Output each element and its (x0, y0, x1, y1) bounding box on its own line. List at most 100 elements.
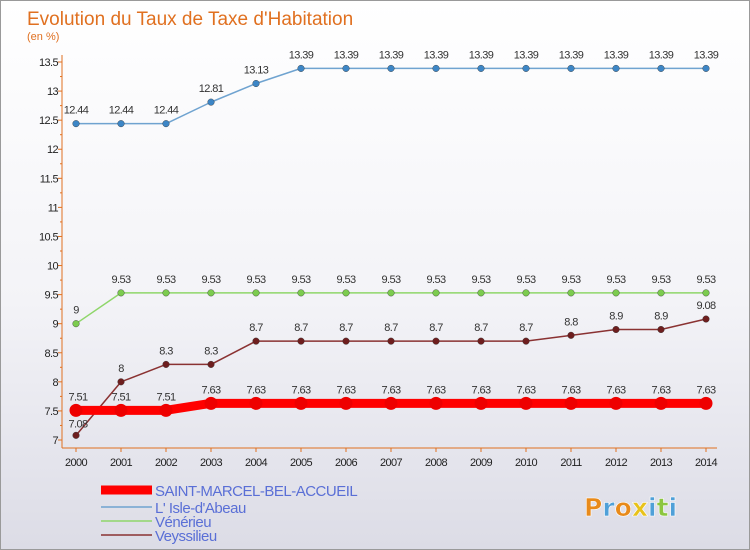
y-tick-label: 8.5 (45, 348, 59, 360)
x-tick-label: 2007 (380, 457, 403, 469)
data-point (432, 289, 440, 297)
data-point (387, 337, 395, 345)
data-point (609, 396, 623, 410)
data-label: 7.63 (606, 384, 625, 396)
data-point (612, 289, 620, 297)
y-tick-label: 8 (52, 377, 58, 389)
data-label: 7.51 (156, 391, 175, 403)
data-point (72, 320, 80, 328)
data-point (207, 98, 215, 106)
data-label: 8.7 (519, 322, 533, 334)
data-point (387, 289, 395, 297)
legend-label: SAINT-MARCEL-BEL-ACCUEIL (155, 483, 357, 500)
x-tick-label: 2006 (335, 457, 358, 469)
data-label: 8.9 (654, 311, 668, 323)
data-point (162, 289, 170, 297)
x-tick-label: 2008 (425, 457, 448, 469)
series-layer (69, 64, 713, 439)
data-point (204, 396, 218, 410)
data-label: 8.7 (429, 322, 443, 334)
data-label: 13.39 (379, 49, 404, 61)
data-label: 7.63 (381, 384, 400, 396)
data-label: 7.63 (696, 384, 715, 396)
data-point (432, 337, 440, 345)
data-label: 13.39 (604, 49, 629, 61)
y-tick-label: 7.5 (45, 406, 59, 418)
x-tick-label: 2000 (65, 457, 88, 469)
data-point (159, 403, 173, 417)
data-point (432, 64, 440, 72)
data-label: 9.53 (291, 274, 310, 286)
x-tick-label: 2001 (110, 457, 133, 469)
data-point (72, 120, 80, 128)
data-point (207, 289, 215, 297)
y-tick-label: 13.5 (39, 57, 58, 69)
x-tick-label: 2012 (605, 457, 628, 469)
x-tick-label: 2011 (560, 457, 582, 469)
data-label: 12.81 (199, 83, 224, 95)
data-label: 8.7 (474, 322, 488, 334)
data-label: 13.39 (694, 49, 719, 61)
data-point (117, 378, 125, 386)
data-point (252, 289, 260, 297)
legend-label: Veyssilieu (155, 528, 217, 545)
data-point (567, 331, 575, 339)
series-v-n-rieu (72, 289, 710, 328)
x-tick-label: 2010 (515, 457, 538, 469)
y-tick-label: 13 (47, 86, 59, 98)
y-tick-label: 11 (48, 202, 59, 214)
data-label: 8.7 (384, 322, 398, 334)
data-point (702, 289, 710, 297)
data-label: 9.53 (561, 274, 580, 286)
data-label: 8.7 (294, 322, 308, 334)
data-label: 13.39 (334, 49, 359, 61)
data-point (564, 396, 578, 410)
data-point (429, 396, 443, 410)
data-point (699, 396, 713, 410)
data-label: 8.7 (339, 322, 353, 334)
data-point (657, 289, 665, 297)
data-point (387, 64, 395, 72)
data-point (522, 337, 530, 345)
data-point (657, 64, 665, 72)
data-label: 9.53 (201, 274, 220, 286)
data-point (117, 120, 125, 128)
y-tick-label: 7 (52, 435, 58, 447)
data-point (657, 326, 665, 334)
data-label: 9.53 (111, 274, 130, 286)
y-tick-label: 10.5 (39, 231, 58, 243)
y-tick-label: 11.5 (40, 173, 59, 185)
data-point (162, 360, 170, 368)
data-point (294, 396, 308, 410)
data-label: 8.3 (159, 345, 173, 357)
data-point (69, 403, 83, 417)
axes: 7 7.5 8 8.5 9 9.5 10 10.5 11 11.5 12 12.5 13 13.5 2000… (39, 55, 718, 469)
data-point (474, 396, 488, 410)
y-axis-unit-label: (en %) (27, 31, 59, 43)
chart-title: Evolution du Taux de Taxe d'Habitation (27, 9, 353, 30)
data-point (342, 64, 350, 72)
data-label: 9.53 (516, 274, 535, 286)
data-point (342, 289, 350, 297)
data-label: 8.7 (249, 322, 263, 334)
data-labels: 7.51 7.51 7.51 7.63 7.63 7.63 7.63 7.63 7.63 7.63… (64, 49, 720, 430)
data-label: 8.3 (204, 345, 218, 357)
data-label: 12.44 (109, 105, 134, 117)
data-point (477, 337, 485, 345)
data-point (252, 337, 260, 345)
data-point (567, 64, 575, 72)
data-point (297, 337, 305, 345)
data-point (654, 396, 668, 410)
data-point (207, 360, 215, 368)
data-label: 7.63 (516, 384, 535, 396)
legend-label: Vénérieu (155, 514, 211, 531)
proxiti-logo: Proxiti (584, 493, 677, 522)
y-tick-label: 10 (47, 261, 59, 273)
data-label: 9 (73, 305, 79, 317)
data-point (297, 289, 305, 297)
data-point (702, 64, 710, 72)
data-point (162, 120, 170, 128)
data-point (117, 289, 125, 297)
data-label: 13.39 (649, 49, 674, 61)
